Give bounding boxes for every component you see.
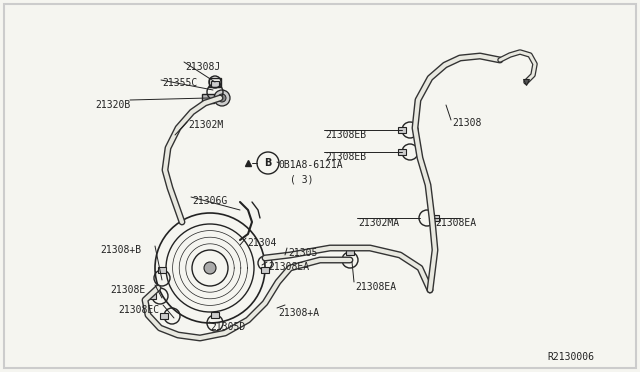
FancyBboxPatch shape [398, 149, 406, 155]
FancyBboxPatch shape [158, 267, 166, 273]
FancyBboxPatch shape [431, 215, 439, 221]
Text: 21302MA: 21302MA [358, 218, 399, 228]
FancyBboxPatch shape [160, 313, 168, 319]
Text: ( 3): ( 3) [290, 174, 314, 184]
Text: 21308EA: 21308EA [268, 262, 309, 272]
Text: R2130006: R2130006 [547, 352, 594, 362]
FancyBboxPatch shape [211, 312, 219, 318]
Text: 21308EA: 21308EA [355, 282, 396, 292]
FancyBboxPatch shape [346, 249, 354, 255]
Text: 21308+B: 21308+B [100, 245, 141, 255]
FancyBboxPatch shape [148, 293, 156, 299]
Text: 21308: 21308 [452, 118, 481, 128]
FancyBboxPatch shape [211, 81, 219, 87]
Text: 21304: 21304 [247, 238, 276, 248]
Text: 21302M: 21302M [188, 120, 223, 130]
Text: 21308EB: 21308EB [325, 152, 366, 162]
FancyBboxPatch shape [202, 94, 214, 103]
Text: B: B [264, 158, 272, 168]
Text: 21306G: 21306G [192, 196, 227, 206]
Circle shape [218, 94, 226, 102]
FancyBboxPatch shape [261, 267, 269, 273]
Text: 21355C: 21355C [162, 78, 197, 88]
Text: 21308E: 21308E [110, 285, 145, 295]
Circle shape [214, 90, 230, 106]
Text: 21308EB: 21308EB [325, 130, 366, 140]
Text: 21305D: 21305D [210, 322, 245, 332]
Text: 21308+A: 21308+A [278, 308, 319, 318]
Text: 21308EA: 21308EA [435, 218, 476, 228]
Text: 21308J: 21308J [185, 62, 220, 72]
Text: 21320B: 21320B [95, 100, 131, 110]
Circle shape [204, 262, 216, 274]
Text: 21305: 21305 [288, 248, 317, 258]
Text: 21308EC: 21308EC [118, 305, 159, 315]
FancyBboxPatch shape [398, 127, 406, 133]
Text: 0B1A8-6121A: 0B1A8-6121A [278, 160, 342, 170]
